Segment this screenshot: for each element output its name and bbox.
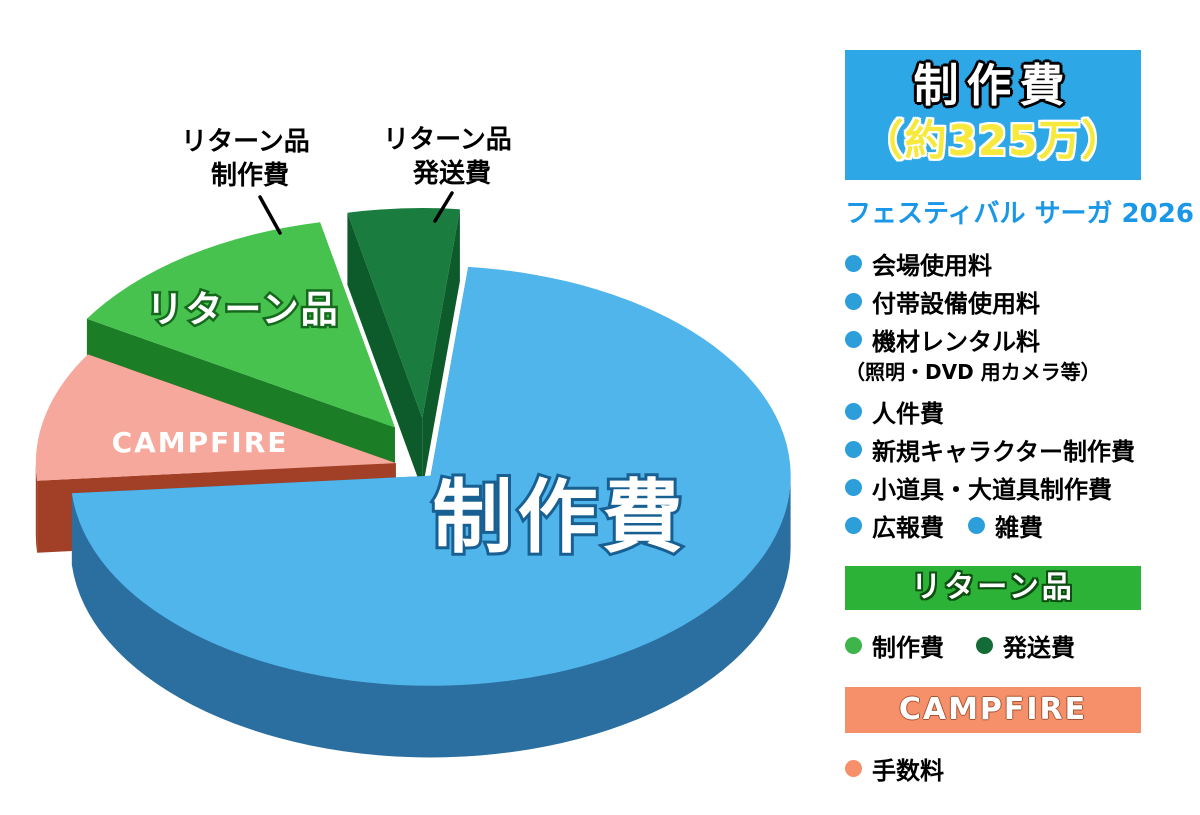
- bullet-icon: [976, 637, 993, 654]
- bullet-icon: [845, 440, 862, 458]
- callout-left-line2: 制作費: [211, 161, 289, 191]
- return-header: リターン品: [845, 566, 1141, 610]
- return-legend: 制作費 発送費: [845, 628, 1141, 663]
- production-list: 会場使用料付帯設備使用料 機材レンタル料 （照明・DVD 用カメラ等） 人件費新規キャ…: [845, 244, 1141, 544]
- production-header-title: 制作費: [913, 59, 1073, 112]
- production-item: 新規キャラクター制作費: [845, 430, 1141, 468]
- production-item: 会場使用料: [845, 244, 1141, 282]
- production-item-label: 広報費: [872, 513, 944, 542]
- legend-label: 制作費: [872, 634, 944, 662]
- production-item-label: 雑費: [995, 513, 1043, 542]
- production-item-label: 付帯設備使用料: [872, 289, 1040, 318]
- bullet-icon: [845, 637, 862, 654]
- callout-left-text: リターン品 制作費: [181, 127, 319, 191]
- production-header-amount: （約325万）: [861, 116, 1125, 165]
- callout-right-line2: 発送費: [412, 159, 491, 189]
- production-item-label: 小道具・大道具制作費: [872, 475, 1112, 504]
- production-item-label: 会場使用料: [872, 251, 992, 280]
- production-item-label: 機材レンタル料: [872, 327, 1040, 356]
- campfire-legend: 手数料: [845, 751, 1141, 786]
- bullet-icon: [845, 330, 862, 348]
- pie-label-campfire: CAMPFIRE: [112, 426, 289, 459]
- bullet-icon: [845, 402, 862, 420]
- pie-slice-1-top: [35, 354, 396, 481]
- production-item: 付帯設備使用料: [845, 282, 1141, 320]
- pie-slice-3-wall: [347, 212, 423, 491]
- bullet-icon: [845, 516, 862, 534]
- bullet-icon: [845, 478, 862, 496]
- project-name: フェスティバル サーガ 2026: [845, 199, 1194, 229]
- production-item: 人件費: [845, 392, 1141, 430]
- production-item-label: 人件費: [872, 399, 944, 428]
- campfire-header: CAMPFIRE: [845, 687, 1141, 733]
- pie-slice-0-wall: [71, 475, 791, 758]
- production-item: 小道具・大道具制作費: [845, 468, 1141, 506]
- production-item: 広報費 雑費: [845, 506, 1141, 544]
- callout-left-line1: リターン品: [181, 127, 310, 157]
- legend-label: 発送費: [1003, 634, 1075, 662]
- pie-label-production: 制作費: [433, 471, 688, 564]
- callout-line-right: [433, 191, 454, 223]
- pie-slice-3-top: [347, 208, 460, 419]
- production-item-note: （照明・DVD 用カメラ等）: [845, 360, 1101, 384]
- bullet-icon: [845, 760, 862, 777]
- callout-right-text: リターン品 発送費: [383, 125, 521, 189]
- bullet-icon: [845, 254, 862, 272]
- callout-line-left: [258, 195, 282, 235]
- pie-slices: [35, 208, 791, 758]
- callout-right-line1: リターン品: [383, 125, 512, 155]
- legend-label: 手数料: [872, 757, 944, 785]
- pie-chart: リターン品 制作費 リターン品 発送費 リターン品 CAMPFIRE 制作費: [35, 125, 791, 758]
- bullet-icon: [968, 516, 985, 534]
- legend-panel: 制作費 （約325万） フェスティバル サーガ 2026 会場使用料付帯設備使用…: [845, 50, 1194, 786]
- pie-slice-3-wall: [422, 209, 460, 491]
- bullet-icon: [845, 292, 862, 310]
- pie-slice-2-top: [86, 222, 395, 428]
- pie-slice-1-wall: [35, 463, 38, 553]
- pie-label-return: リターン品: [146, 288, 339, 331]
- pie-slice-0-top: [71, 266, 791, 686]
- production-item-label: 新規キャラクター制作費: [872, 437, 1136, 466]
- production-header: 制作費 （約325万）: [845, 50, 1141, 180]
- production-item: 機材レンタル料: [845, 320, 1141, 358]
